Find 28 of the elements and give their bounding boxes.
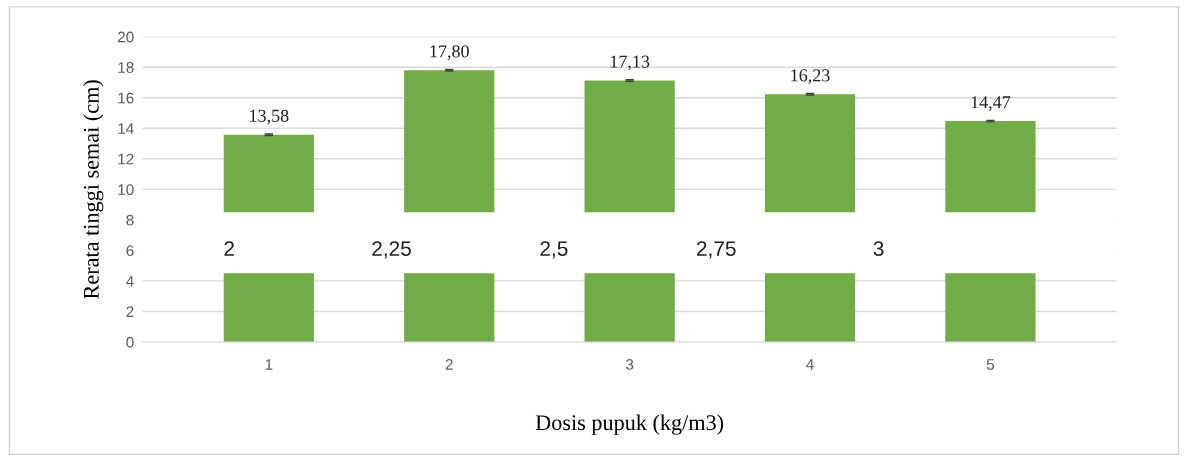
data-label: 17,80 bbox=[430, 45, 469, 61]
y-tick-label: 2 bbox=[126, 306, 134, 317]
y-tick-label: 12 bbox=[118, 153, 134, 165]
data-label: 17,13 bbox=[610, 55, 650, 71]
y-tick-label: 14 bbox=[118, 123, 134, 134]
y-tick-label: 10 bbox=[118, 184, 134, 196]
annotation: 2,5 bbox=[540, 241, 568, 259]
x-tick-label: 5 bbox=[986, 359, 995, 370]
y-tick-label: 4 bbox=[126, 275, 134, 287]
data-label: 13,58 bbox=[250, 109, 289, 125]
x-tick-label: 3 bbox=[625, 359, 634, 370]
data-label: 14,47 bbox=[971, 96, 1011, 111]
x-tick-label: 1 bbox=[265, 359, 273, 370]
annotation: 3 bbox=[873, 241, 884, 256]
y-tick-label: 6 bbox=[126, 245, 134, 257]
y-tick-label: 0 bbox=[126, 336, 134, 348]
y-tick-label: 16 bbox=[118, 92, 134, 104]
x-tick-label: 2 bbox=[445, 359, 453, 370]
annotation: 2 bbox=[224, 241, 234, 256]
y-axis-title: Rerata tinggi semai (cm) bbox=[83, 80, 104, 299]
annotation: 2,75 bbox=[697, 241, 736, 259]
annotation: 2,25 bbox=[372, 241, 411, 259]
y-tick-label: 20 bbox=[118, 31, 134, 43]
y-tick-label: 8 bbox=[126, 214, 134, 226]
x-axis-title: Dosis pupuk (kg/m3) bbox=[535, 414, 724, 435]
y-tick-label: 18 bbox=[118, 62, 134, 73]
x-tick-label: 4 bbox=[806, 359, 814, 370]
data-label: 16,23 bbox=[791, 69, 830, 85]
